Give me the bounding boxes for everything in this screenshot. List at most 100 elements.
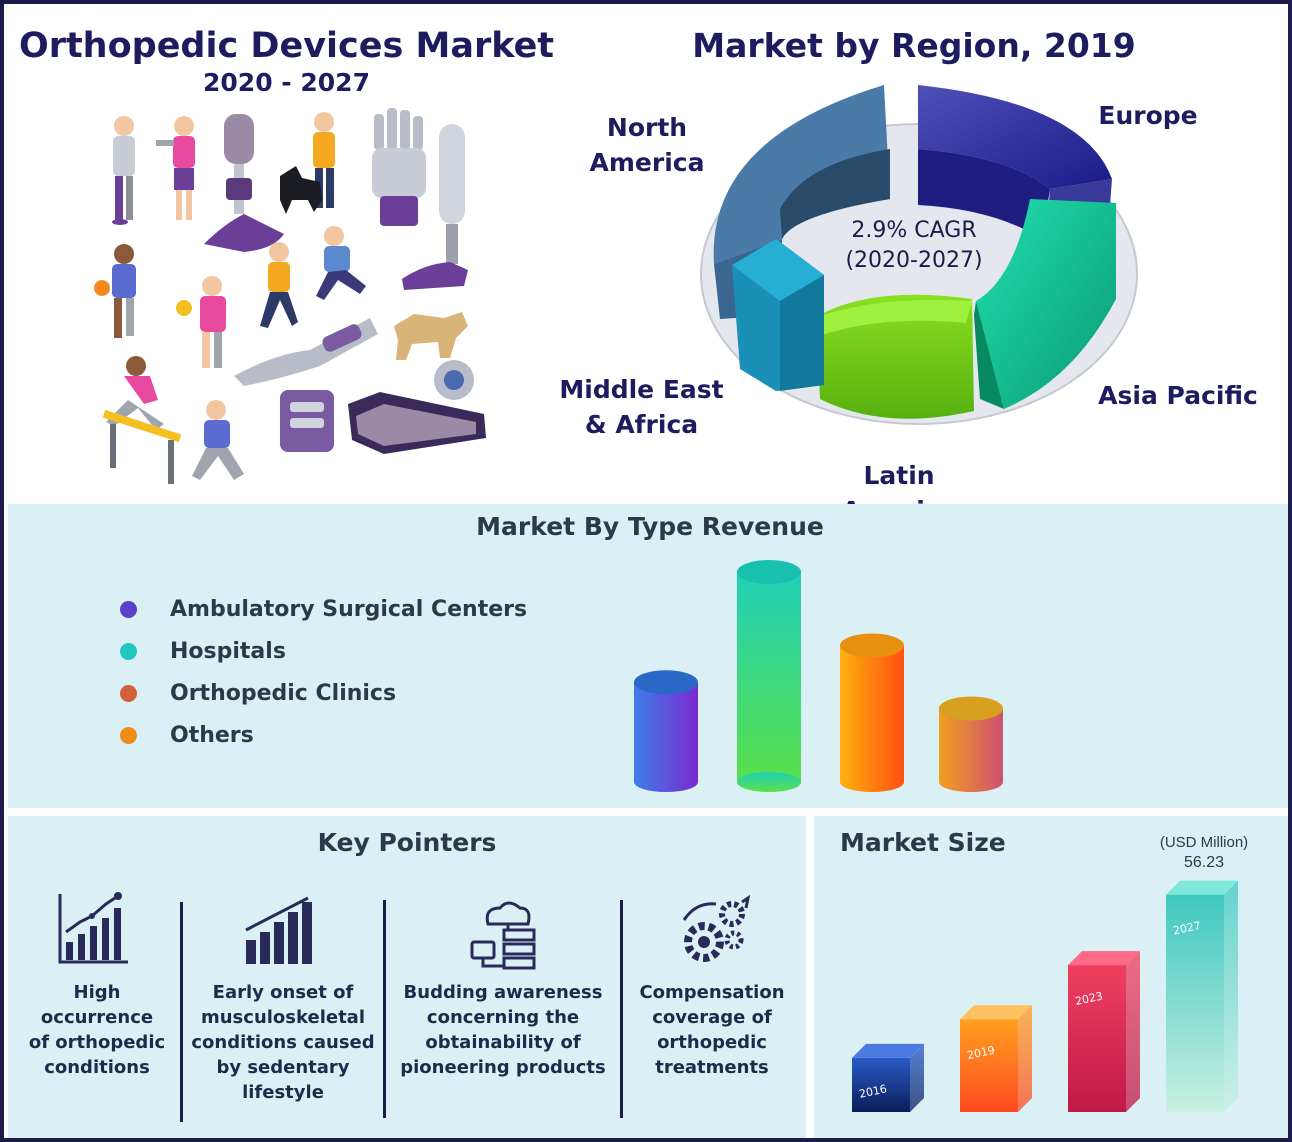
market-size-3d-bar-chart: 2016 2019 2023 2027 (852, 880, 1238, 1112)
legend-item-hospitals: Hospitals (120, 636, 527, 666)
bar-cap-hospitals (737, 560, 801, 584)
prosthetic-limb-icon (402, 124, 468, 290)
bar-body-orthopedic-clinics (840, 645, 904, 782)
legend-dot-others (120, 726, 137, 744)
region-label-mea-line-2: & Africa (584, 410, 699, 439)
line-growth-chart-icon (58, 892, 128, 964)
key-pointer-2-line-2: musculoskeletal (200, 1007, 365, 1028)
region-label-north-america: North America (582, 110, 712, 180)
robotic-hand-icon (372, 108, 426, 226)
key-pointer-1-line-3: of orthopedic (28, 1032, 166, 1053)
type-revenue-legend: Ambulatory Surgical Centers Hospitals Or… (120, 594, 527, 750)
key-pointer-2-line-3: conditions caused (191, 1032, 375, 1053)
page-title: Orthopedic Devices Market (18, 26, 555, 66)
legend-item-orthopedic-clinics: Orthopedic Clinics (120, 678, 527, 708)
region-label-asia-pacific: Asia Pacific (1098, 381, 1258, 410)
key-pointer-3-line-4: pioneering products (400, 1057, 606, 1078)
key-pointers-divider-1 (180, 902, 183, 1122)
key-pointer-2-line-4: by sedentary (216, 1057, 350, 1078)
key-pointer-4-line-3: orthopedic (657, 1032, 767, 1053)
legend-dot-orthopedic-clinics (120, 684, 137, 702)
donut-slice-middle-east-africa (732, 239, 824, 391)
bar-hospitals (737, 560, 801, 792)
key-pointers-divider-2 (383, 900, 386, 1118)
key-pointer-3-line-1: Budding awareness (403, 982, 603, 1003)
key-pointer-1: High occurrence of orthopedic conditions (18, 980, 176, 1080)
prosthetic-leg-socket-icon (204, 114, 284, 252)
running-man-icon (260, 242, 298, 328)
key-pointer-3: Budding awareness concerning the obtaina… (388, 980, 618, 1080)
size-bar-side-2023 (1126, 951, 1140, 1112)
region-label-north-america-line-2: America (589, 148, 705, 177)
key-pointers-divider-3 (620, 900, 623, 1118)
market-size-title: Market Size (840, 828, 1006, 857)
region-label-europe: Europe (1098, 101, 1198, 130)
legend-dot-hospitals (120, 642, 137, 660)
size-bar-top-2019 (960, 1005, 1032, 1020)
region-label-middle-east-africa: Middle East & Africa (559, 372, 724, 442)
bar-body-ambulatory-surgical-centers (634, 682, 698, 782)
prosthetic-arm-hand-icon (234, 318, 378, 386)
bar-chart-icon (245, 896, 312, 964)
size-bar-top-2027 (1166, 880, 1238, 895)
bar-others (939, 696, 1003, 792)
size-bar-2023: 2023 (1068, 951, 1140, 1112)
size-bar-year-label-2027: 2027 (1172, 919, 1202, 938)
size-bar-top-2023 (1068, 951, 1140, 966)
dog-with-prosthetic-icon (394, 312, 468, 360)
bar-cap-ambulatory-surgical-centers (634, 670, 698, 695)
size-bar-front-2027 (1166, 894, 1224, 1112)
gears-icon (682, 894, 751, 962)
cagr-annotation-line-1: 2.9% CAGR (851, 218, 976, 243)
key-pointer-3-line-3: obtainability of (425, 1032, 581, 1053)
key-pointer-4-line-1: Compensation (639, 982, 785, 1003)
size-bar-top-2016 (852, 1043, 924, 1058)
key-pointer-1-line-1: High (73, 982, 121, 1003)
key-pointer-2-line-5: lifestyle (242, 1082, 324, 1103)
size-bar-year-label-2016: 2016 (858, 1082, 888, 1101)
donut-slice-europe (918, 85, 1112, 239)
key-pointer-1-line-4: conditions (44, 1057, 150, 1078)
key-pointers-title: Key Pointers (317, 828, 497, 857)
key-pointer-3-line-2: concerning the (426, 1007, 580, 1028)
bar-base-others (939, 772, 1003, 792)
market-size-value-label: 56.23 (1183, 854, 1225, 871)
key-pointer-1-line-2: occurrence (40, 1007, 154, 1028)
donut-slice-latin-america (816, 294, 974, 419)
eye-sensor-icon (434, 360, 474, 400)
legend-item-others: Others (120, 720, 527, 750)
smart-glasses-icon (348, 392, 486, 454)
legend-item-ambulatory: Ambulatory Surgical Centers (120, 594, 527, 624)
market-size-unit: (USD Million) (1159, 834, 1249, 851)
type-revenue-title: Market By Type Revenue (476, 512, 824, 541)
bar-base-orthopedic-clinics (840, 772, 904, 792)
bar-body-others (939, 708, 1003, 782)
sprinter-woman-icon (106, 356, 164, 430)
size-bar-2019: 2019 (960, 1005, 1032, 1112)
size-bar-front-2019 (960, 1019, 1018, 1112)
size-bar-side-2019 (1018, 1005, 1032, 1112)
legend-label-orthopedic-clinics: Orthopedic Clinics (170, 680, 397, 706)
donut-slice-asia-pacific (974, 199, 1116, 409)
region-label-mea-line-1: Middle East (559, 375, 724, 404)
legend-label-ambulatory: Ambulatory Surgical Centers (170, 596, 528, 622)
key-pointer-4: Compensation coverage of orthopedic trea… (626, 980, 798, 1080)
bar-cap-orthopedic-clinics (840, 633, 904, 658)
person-with-prosthetic-leg-icon (112, 116, 135, 225)
size-bar-year-label-2019: 2019 (966, 1044, 996, 1063)
region-label-north-america-line-1: North (606, 113, 688, 142)
legend-label-hospitals: Hospitals (170, 638, 286, 664)
bar-ambulatory-surgical-centers (634, 670, 698, 792)
woman-with-prosthetic-arm-icon (156, 116, 195, 220)
bar-cap-others (939, 696, 1003, 721)
page-subtitle-years: 2020 - 2027 (203, 68, 370, 97)
crouching-athlete-icon (316, 226, 366, 300)
key-pointer-2-line-1: Early onset of (212, 982, 354, 1003)
legend-label-others: Others (170, 722, 254, 748)
bar-base-ambulatory-surgical-centers (634, 772, 698, 792)
size-bar-year-label-2023: 2023 (1074, 989, 1104, 1008)
cloud-server-icon (470, 901, 536, 970)
cagr-annotation-line-2: (2020-2027) (845, 248, 982, 273)
region-donut-chart: 2.9% CAGR (2020-2027) (700, 85, 1138, 425)
